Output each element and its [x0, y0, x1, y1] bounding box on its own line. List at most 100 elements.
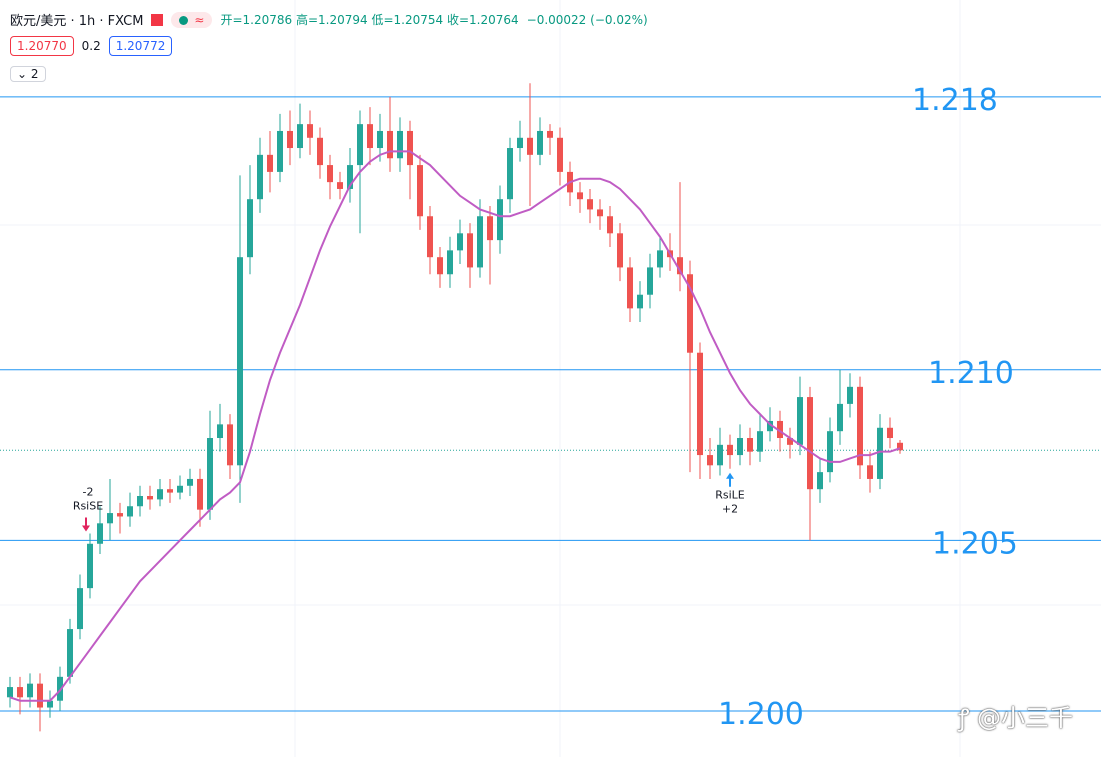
candle-body — [407, 130, 413, 166]
candle-body — [227, 424, 233, 466]
candle-body — [77, 588, 83, 630]
watermark-text: @小三千 — [977, 704, 1074, 732]
candle-body — [657, 250, 663, 268]
signal-name: RsiLE — [715, 489, 745, 502]
candle-body — [457, 233, 463, 251]
candle-body — [527, 137, 533, 155]
candle-body — [487, 216, 493, 241]
candle-body — [317, 137, 323, 166]
candle-body — [197, 478, 203, 510]
candle-body — [277, 130, 283, 172]
sell-button[interactable]: 1.20770 — [10, 36, 74, 56]
candle-body — [867, 465, 873, 479]
candle-body — [67, 629, 73, 677]
level-label: 1.205 — [932, 526, 1018, 561]
candle-body — [537, 130, 543, 155]
candle-body — [377, 130, 383, 149]
candle-body — [717, 444, 723, 466]
candle-body — [577, 192, 583, 200]
change: −0.00022 (−0.02%) — [526, 12, 648, 27]
candle-body — [7, 687, 13, 698]
candle-body — [107, 513, 113, 524]
candle-body — [27, 683, 33, 698]
candle-body — [297, 124, 303, 149]
badge: ≈ — [194, 12, 205, 27]
candle-body — [207, 438, 213, 510]
moving-average — [9, 150, 901, 702]
spread: 0.2 — [81, 39, 101, 53]
candle-body — [827, 431, 833, 473]
legend-header: 欧元/美元 · 1h · FXCM ≈ 开=1.20786 高=1.20794 … — [10, 10, 648, 29]
candle-body — [517, 137, 523, 149]
candle-body — [177, 485, 183, 493]
candle-body — [837, 403, 843, 432]
candle-body — [347, 165, 353, 189]
candle-body — [467, 233, 473, 268]
candle-body — [237, 257, 243, 466]
candle-body — [397, 130, 403, 159]
candle-body — [87, 543, 93, 589]
candle-body — [547, 130, 553, 138]
symbol[interactable]: 欧元/美元 · 1h · FXCM — [10, 14, 144, 29]
candle-body — [57, 676, 63, 701]
candle-body — [17, 687, 23, 698]
status-pill[interactable]: ≈ — [171, 11, 213, 28]
candle-body — [727, 444, 733, 456]
candle-body — [637, 294, 643, 309]
candle-body — [307, 124, 313, 138]
signal-name: RsiSE — [73, 500, 103, 513]
candle-body — [117, 513, 123, 517]
candle-body — [247, 199, 253, 258]
signal: RsiLE+2 — [715, 472, 745, 516]
candle-body — [417, 165, 423, 217]
candle-body — [137, 496, 143, 507]
candle-body — [807, 397, 813, 490]
candle-body — [127, 506, 133, 517]
candle-body — [627, 267, 633, 309]
candle-body — [477, 216, 483, 268]
flag-icon[interactable] — [151, 13, 164, 26]
candle-body — [187, 478, 193, 486]
indicators-toggle[interactable]: ⌄ 2 — [10, 66, 46, 82]
candle-body — [677, 257, 683, 275]
buy-button[interactable]: 1.20772 — [108, 36, 173, 56]
candle-body — [447, 250, 453, 275]
signal-qty: -2 — [83, 486, 94, 499]
candle-body — [557, 137, 563, 172]
candle-body — [387, 130, 393, 159]
candle-body — [697, 352, 703, 456]
candle-body — [257, 154, 263, 200]
candle-body — [367, 124, 373, 149]
candle-body — [267, 154, 273, 172]
candle-body — [587, 199, 593, 210]
candle-body — [497, 199, 503, 241]
candle-body — [167, 489, 173, 493]
candle-body — [857, 386, 863, 466]
ohlc-values: 开=1.20786 高=1.20794 低=1.20754 收=1.20764 — [220, 13, 519, 27]
level-label: 1.218 — [912, 83, 998, 118]
candle-body — [617, 233, 623, 268]
candle-body — [287, 130, 293, 149]
candle-body — [47, 700, 53, 708]
level-label: 1.200 — [718, 697, 804, 732]
candle-body — [357, 124, 363, 166]
watermark: ꝭ @小三千 — [958, 704, 1074, 732]
candle-body — [737, 438, 743, 456]
candle-body — [787, 438, 793, 445]
candle-body — [767, 420, 773, 432]
candle-body — [157, 489, 163, 500]
candle-body — [847, 386, 853, 404]
candle-body — [337, 182, 343, 189]
candle-body — [887, 427, 893, 439]
candle-body — [817, 472, 823, 490]
candle-body — [217, 424, 223, 439]
candle-body — [897, 442, 903, 451]
candle-body — [757, 431, 763, 452]
indicator-count: 2 — [30, 67, 39, 81]
signal-qty: +2 — [722, 503, 738, 516]
trade-controls: 1.20770 0.2 1.20772 — [10, 36, 173, 56]
level-label: 1.210 — [928, 356, 1014, 391]
